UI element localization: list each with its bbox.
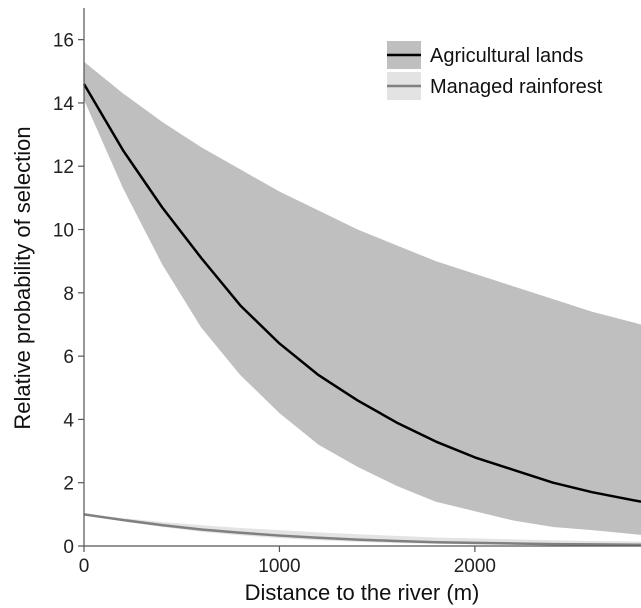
y-tick-label: 10 xyxy=(53,221,74,242)
y-tick-label: 2 xyxy=(63,474,74,495)
series-line-managed-rainforest xyxy=(83,513,641,546)
y-tick-label: 14 xyxy=(53,94,75,115)
y-tick-label: 6 xyxy=(63,347,74,368)
y-axis-title: Relative probability of selection xyxy=(10,126,35,429)
confidence-bands xyxy=(84,61,641,546)
y-tick-label: 8 xyxy=(63,284,74,305)
x-tick-label: 1000 xyxy=(258,556,300,577)
x-axis-title: Distance to the river (m) xyxy=(245,580,480,605)
tick-labels: 0 2 4 6 8 10 12 14 16 0 1000 2000 xyxy=(53,31,496,577)
axes xyxy=(83,8,641,547)
legend-label-managed-rainforest: Managed rainforest xyxy=(430,76,603,98)
legend-label-agricultural-lands: Agricultural lands xyxy=(430,45,583,67)
y-tick-label: 4 xyxy=(63,410,74,431)
y-tick-label: 0 xyxy=(63,537,74,558)
series-lines xyxy=(82,83,641,546)
legend: Agricultural lands Managed rainforest xyxy=(387,41,603,100)
x-tick-label: 0 xyxy=(79,556,90,577)
confidence-band-agricultural-lands xyxy=(84,61,641,535)
y-tick-label: 16 xyxy=(53,31,74,52)
series-line-agricultural-lands xyxy=(82,83,641,503)
y-tick-label: 12 xyxy=(53,157,74,178)
x-tick-label: 2000 xyxy=(454,556,496,577)
